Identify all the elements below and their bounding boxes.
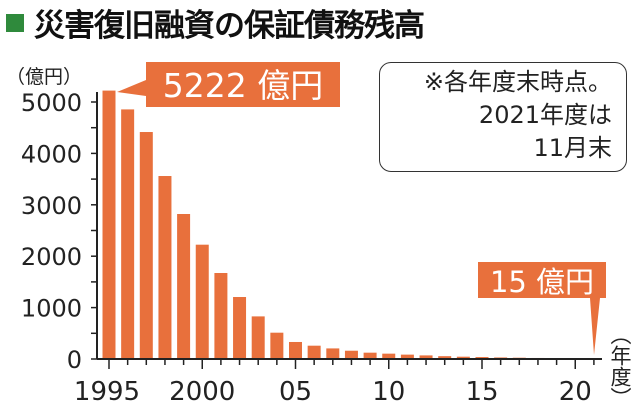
note-line: 11月末	[533, 134, 612, 162]
bar-2012	[419, 355, 433, 359]
y-tick-label: 2000	[21, 243, 82, 271]
y-tick-label: 3000	[21, 192, 82, 220]
note-box: ※各年度末時点。 2021年度は 11月末	[379, 62, 627, 172]
bar-1998	[158, 176, 172, 359]
x-tick-label: 15	[465, 377, 498, 407]
bar-2001	[214, 273, 228, 359]
callout-max-box	[117, 62, 340, 107]
x-tick-label: 20	[559, 377, 592, 407]
bar-1999	[177, 214, 191, 359]
bar-2008	[344, 350, 358, 359]
bar-2006	[307, 345, 321, 359]
bar-1996	[121, 109, 135, 359]
title-marker-icon	[6, 14, 24, 32]
y-tick-label: 4000	[21, 140, 82, 168]
callout-latest-box	[478, 262, 606, 355]
bar-2013	[438, 356, 452, 359]
y-axis-unit: （億円）	[6, 66, 83, 88]
bar-2002	[233, 297, 247, 359]
x-axis-unit: （年度）	[608, 324, 632, 408]
bar-2000	[195, 244, 209, 359]
note-line: 2021年度は	[478, 101, 612, 129]
bar-2014	[456, 356, 470, 359]
note-line: ※各年度末時点。	[423, 68, 612, 96]
bar-2010	[382, 353, 396, 359]
x-tick-label: 2000	[169, 377, 235, 407]
bar-2011	[400, 354, 414, 359]
bar-2004	[270, 332, 284, 359]
bar-2009	[363, 352, 377, 359]
y-tick-label: 0	[67, 346, 82, 374]
title-text: 災害復旧融資の保証債務残高	[34, 8, 425, 44]
bar-2007	[326, 348, 340, 359]
bar-2005	[289, 341, 302, 359]
chart-title: 災害復旧融資の保証債務残高	[6, 0, 425, 45]
bar-1997	[139, 132, 153, 359]
x-tick-label: 1995	[74, 377, 140, 407]
bar-2003	[251, 316, 265, 359]
bar-1995	[102, 90, 116, 359]
x-tick-label: 05	[279, 377, 312, 407]
callout-latest-label: 15 億円	[490, 265, 594, 299]
x-tick-label: 10	[372, 377, 405, 407]
y-tick-label: 5000	[21, 89, 82, 117]
callout-max-label: 5222 億円	[163, 66, 323, 105]
y-tick-label: 1000	[21, 295, 82, 323]
